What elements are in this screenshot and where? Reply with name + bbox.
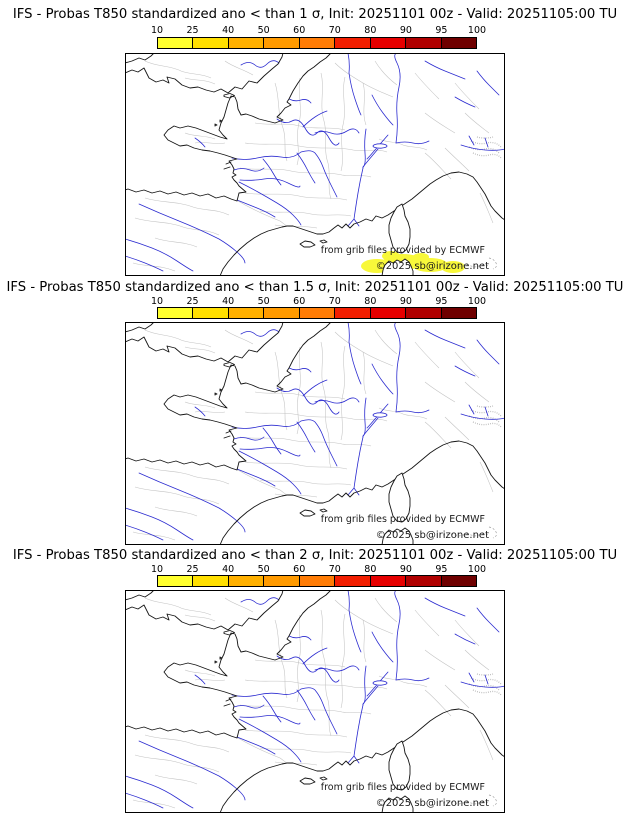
- colorbar-tick-label: 25: [186, 564, 199, 575]
- copyright-text: ©2025 sb@irizone.net: [376, 261, 489, 272]
- colorbar-segment: [370, 38, 407, 48]
- colorbar-segment: [299, 38, 336, 48]
- colorbar-tick-label: 80: [364, 25, 377, 36]
- colorbar-tick-label: 70: [328, 296, 341, 307]
- colorbar-segment: [406, 576, 442, 586]
- colorbar-segment: [264, 38, 300, 48]
- map-panel-1sigma: from grib files provided by ECMWF ©2025 …: [125, 53, 505, 276]
- colorbar-segment: [158, 576, 194, 586]
- colorbar-segment: [193, 308, 229, 318]
- colorbar-tick-label: 40: [222, 25, 235, 36]
- colorbar-tick-label: 60: [293, 564, 306, 575]
- map-border: [125, 322, 505, 545]
- colorbar-segment: [441, 38, 476, 48]
- colorbar-tick-label: 70: [328, 25, 341, 36]
- copyright-text: ©2025 sb@irizone.net: [376, 530, 489, 541]
- colorbar-tick-label: 100: [467, 25, 487, 36]
- colorbar-tick-label: 100: [467, 296, 487, 307]
- colorbar-tick-label: 10: [150, 296, 164, 307]
- colorbar-tick-label: 60: [293, 296, 306, 307]
- colorbar-tick-label: 95: [435, 25, 448, 36]
- france-map: from grib files provided by ECMWF ©2025 …: [125, 53, 505, 276]
- credit-text: from grib files provided by ECMWF: [321, 245, 485, 256]
- map-border: [125, 590, 505, 813]
- map-panel-1p5sigma: from grib files provided by ECMWF ©2025 …: [125, 322, 505, 545]
- panel-title-2sigma: IFS - Probas T850 standardized ano < tha…: [12, 548, 618, 563]
- colorbar-ticks: 10 25 40 50 60 70 80 90 95 100: [151, 296, 486, 307]
- map-panel-2sigma: from grib files provided by ECMWF ©2025 …: [125, 590, 505, 813]
- colorbar-segment: [370, 576, 407, 586]
- colorbar-segment: [335, 38, 371, 48]
- colorbar-segment: [370, 308, 407, 318]
- colorbar-tick-label: 40: [222, 296, 235, 307]
- colorbar-tick-label: 40: [222, 564, 235, 575]
- colorbar-segment: [335, 576, 371, 586]
- colorbar-segment: [193, 38, 229, 48]
- colorbar-tick-label: 90: [399, 25, 412, 36]
- colorbar-tick-label: 70: [328, 564, 341, 575]
- colorbar-tick-label: 50: [257, 564, 270, 575]
- colorbar-tick-label: 10: [150, 25, 164, 36]
- colorbar-segment: [441, 308, 476, 318]
- colorbar-tick-label: 95: [435, 296, 448, 307]
- france-map: from grib files provided by ECMWF ©2025 …: [125, 322, 505, 545]
- colorbar-segment: [193, 576, 229, 586]
- anomaly-patch: [361, 251, 465, 273]
- colorbar-tick-label: 25: [186, 25, 199, 36]
- colorbar-segment: [158, 308, 194, 318]
- colorbar-segment: [228, 38, 265, 48]
- colorbar-segment: [335, 308, 371, 318]
- colorbar-segment: [299, 576, 336, 586]
- colorbar-ticks: 10 25 40 50 60 70 80 90 95 100: [151, 564, 486, 575]
- panel-title-1sigma: IFS - Probas T850 standardized ano < tha…: [12, 7, 618, 22]
- colorbar-segment: [441, 576, 476, 586]
- copyright-text: ©2025 sb@irizone.net: [376, 798, 489, 809]
- colorbar-tick-label: 90: [399, 296, 412, 307]
- colorbar-segment: [158, 38, 194, 48]
- colorbar-ticks: 10 25 40 50 60 70 80 90 95 100: [151, 25, 486, 36]
- credit-text: from grib files provided by ECMWF: [321, 782, 485, 793]
- colorbar-segment: [264, 308, 300, 318]
- colorbar-tick-label: 90: [399, 564, 412, 575]
- colorbar-segment: [228, 576, 265, 586]
- colorbar-tick-label: 80: [364, 564, 377, 575]
- colorbar: [157, 37, 477, 49]
- colorbar-tick-label: 50: [257, 296, 270, 307]
- colorbar-segment: [264, 576, 300, 586]
- colorbar-tick-label: 95: [435, 564, 448, 575]
- colorbar-tick-label: 25: [186, 296, 199, 307]
- colorbar-segment: [406, 38, 442, 48]
- france-map: from grib files provided by ECMWF ©2025 …: [125, 590, 505, 813]
- colorbar-tick-label: 80: [364, 296, 377, 307]
- colorbar-segment: [299, 308, 336, 318]
- colorbar: [157, 575, 477, 587]
- colorbar-tick-label: 100: [467, 564, 487, 575]
- colorbar-tick-label: 60: [293, 25, 306, 36]
- colorbar: [157, 307, 477, 319]
- colorbar-segment: [228, 308, 265, 318]
- panel-title-1p5sigma: IFS - Probas T850 standardized ano < tha…: [6, 280, 624, 295]
- colorbar-segment: [406, 308, 442, 318]
- colorbar-tick-label: 50: [257, 25, 270, 36]
- map-border: [125, 53, 505, 276]
- colorbar-tick-label: 10: [150, 564, 164, 575]
- credit-text: from grib files provided by ECMWF: [321, 514, 485, 525]
